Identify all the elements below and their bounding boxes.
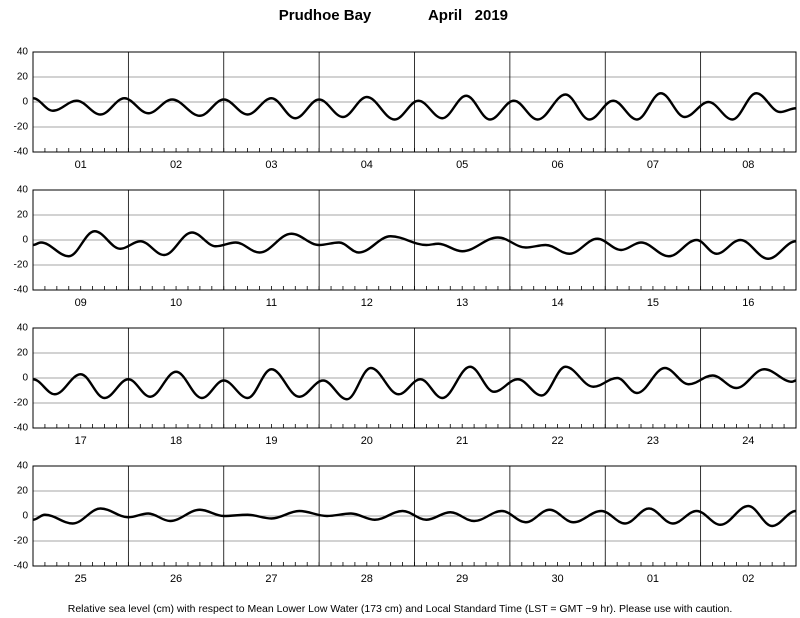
x-tick-label: 23 bbox=[647, 435, 659, 447]
x-tick-label: 29 bbox=[456, 573, 468, 585]
plot-frame bbox=[32, 465, 797, 567]
x-tick-label: 30 bbox=[551, 573, 563, 585]
x-tick-label: 02 bbox=[170, 159, 182, 171]
x-tick-label: 06 bbox=[551, 159, 563, 171]
y-tick-label: 20 bbox=[17, 348, 29, 359]
plot-frame bbox=[32, 189, 797, 291]
x-tick-label: 21 bbox=[456, 435, 468, 447]
y-tick-label: -40 bbox=[14, 423, 29, 434]
x-tick-label: 26 bbox=[170, 573, 182, 585]
x-tick-label: 01 bbox=[647, 573, 659, 585]
x-tick-label: 04 bbox=[361, 159, 373, 171]
x-tick-label: 24 bbox=[742, 435, 754, 447]
tide-line bbox=[32, 230, 797, 260]
x-tick-label: 12 bbox=[361, 297, 373, 309]
y-tick-label: 40 bbox=[17, 461, 29, 472]
x-tick-label: 08 bbox=[742, 159, 754, 171]
tide-line bbox=[32, 365, 797, 401]
x-tick-label: 14 bbox=[551, 297, 563, 309]
y-tick-label: 0 bbox=[22, 235, 28, 246]
y-tick-label: -20 bbox=[14, 260, 29, 271]
x-tick-label: 18 bbox=[170, 435, 182, 447]
x-tick-label: 09 bbox=[75, 297, 87, 309]
y-tick-label: -40 bbox=[14, 561, 29, 572]
tide-line bbox=[32, 504, 797, 528]
y-tick-label: -20 bbox=[14, 122, 29, 133]
plot-frame bbox=[32, 51, 797, 153]
x-tick-label: 17 bbox=[75, 435, 87, 447]
x-tick-label: 13 bbox=[456, 297, 468, 309]
y-tick-label: 40 bbox=[17, 185, 29, 196]
x-tick-label: 11 bbox=[266, 297, 277, 309]
y-tick-label: 20 bbox=[17, 210, 29, 221]
y-tick-label: -40 bbox=[14, 285, 29, 296]
x-tick-label: 10 bbox=[170, 297, 182, 309]
x-tick-label: 28 bbox=[361, 573, 373, 585]
plot-frame bbox=[32, 327, 797, 429]
x-tick-label: 27 bbox=[265, 573, 277, 585]
x-tick-label: 19 bbox=[265, 435, 277, 447]
chart-title: Prudhoe Bay bbox=[279, 7, 372, 24]
x-tick-label: 03 bbox=[265, 159, 277, 171]
x-tick-label: 01 bbox=[75, 159, 87, 171]
x-tick-label: 22 bbox=[551, 435, 563, 447]
y-tick-label: 40 bbox=[17, 323, 29, 334]
x-tick-label: 02 bbox=[742, 573, 754, 585]
y-tick-label: 0 bbox=[22, 373, 28, 384]
y-tick-label: 0 bbox=[22, 97, 28, 108]
footnote: Relative sea level (cm) with respect to … bbox=[68, 603, 733, 615]
x-tick-label: 25 bbox=[75, 573, 87, 585]
x-tick-label: 20 bbox=[361, 435, 373, 447]
chart-title: April 2019 bbox=[428, 7, 508, 24]
x-tick-label: 15 bbox=[647, 297, 659, 309]
y-tick-label: 0 bbox=[22, 511, 28, 522]
x-tick-label: 05 bbox=[456, 159, 468, 171]
y-tick-label: 40 bbox=[17, 47, 29, 58]
y-tick-label: -40 bbox=[14, 147, 29, 158]
y-tick-label: 20 bbox=[17, 486, 29, 497]
y-tick-label: 20 bbox=[17, 72, 29, 83]
tide-line bbox=[32, 92, 797, 121]
x-tick-label: 16 bbox=[742, 297, 754, 309]
y-tick-label: -20 bbox=[14, 398, 29, 409]
y-tick-label: -20 bbox=[14, 536, 29, 547]
x-tick-label: 07 bbox=[647, 159, 659, 171]
